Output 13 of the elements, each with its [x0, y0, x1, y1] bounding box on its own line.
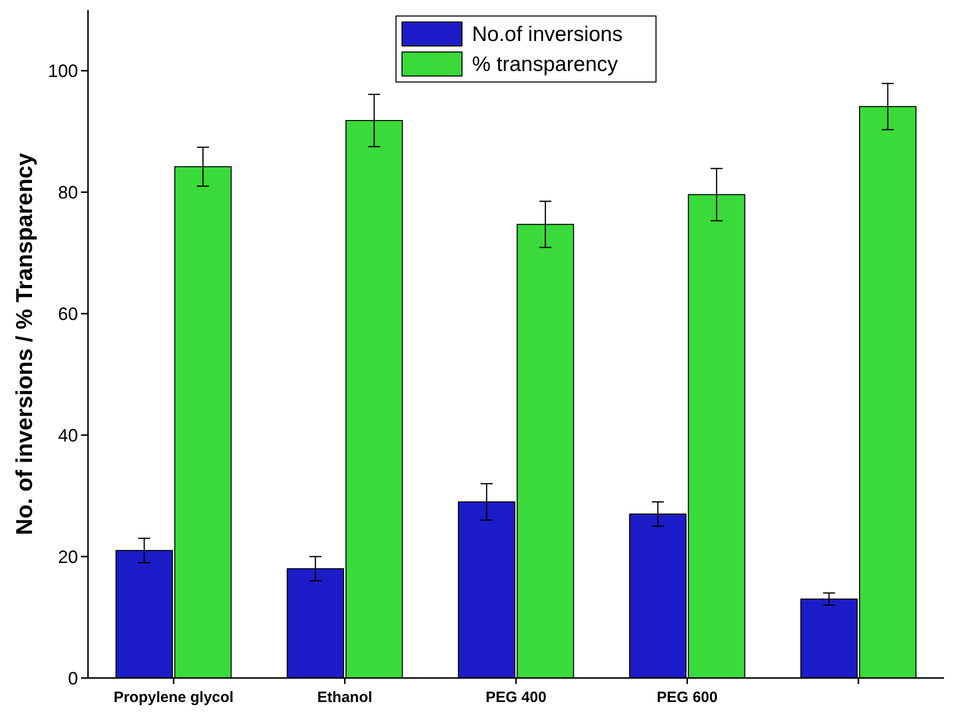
x-tick-label: PEG 400: [486, 689, 546, 706]
legend-label: No.of inversions: [472, 23, 623, 46]
x-tick-label: PEG 600: [656, 689, 718, 706]
legend-label: % transparency: [472, 53, 618, 76]
y-tick-label: 20: [58, 546, 78, 567]
x-tick-label: Ethanol: [317, 689, 372, 706]
y-tick-label: 100: [48, 61, 78, 82]
y-tick-label: 40: [58, 425, 78, 446]
y-tick-label: 80: [58, 182, 78, 202]
y-tick-label: 0: [68, 668, 78, 688]
y-tick-label: 60: [58, 304, 78, 324]
x-tick-label: Propylene glycol: [114, 689, 234, 706]
y-axis-title: No. of inversions / % Transparency: [11, 152, 37, 536]
